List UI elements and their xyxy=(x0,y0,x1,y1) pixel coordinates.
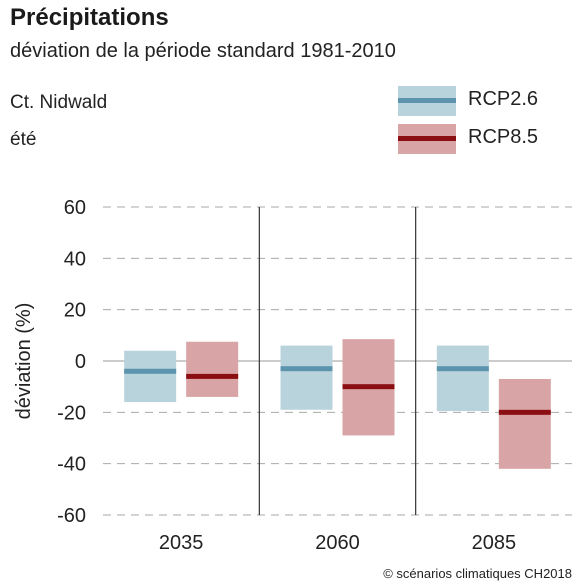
range-box-rcp26 xyxy=(280,345,333,410)
median-line-rcp85 xyxy=(498,409,551,415)
median-line-rcp26 xyxy=(280,366,333,372)
median-line-rcp85 xyxy=(342,384,395,390)
x-tick-label: 2035 xyxy=(159,532,204,554)
median-line-rcp26 xyxy=(124,368,177,374)
y-tick-label: 40 xyxy=(64,248,86,270)
y-tick-label: 20 xyxy=(64,300,86,322)
region-label: Ct. Nidwald xyxy=(10,92,108,113)
range-box-rcp85 xyxy=(498,378,551,469)
y-tick-label: -20 xyxy=(57,402,86,424)
y-tick-label: -60 xyxy=(57,505,86,527)
range-box-rcp85 xyxy=(186,341,239,397)
range-box-rcp26 xyxy=(124,350,177,403)
x-tick-label: 2060 xyxy=(315,532,360,554)
legend-label-rcp85: RCP8.5 xyxy=(468,126,539,148)
legend-median-rcp26 xyxy=(398,98,456,103)
range-box-rcp26 xyxy=(436,345,489,412)
median-line-rcp85 xyxy=(186,373,239,379)
legend-label-rcp26: RCP2.6 xyxy=(468,88,539,110)
y-tick-label: -40 xyxy=(57,454,86,476)
chart-subtitle: déviation de la période standard 1981-20… xyxy=(10,40,396,62)
x-tick-label: 2085 xyxy=(472,532,517,554)
y-tick-label: 60 xyxy=(64,197,86,219)
legend-swatch-rcp26 xyxy=(398,86,456,116)
y-axis-label: déviation (%) xyxy=(13,303,35,420)
legend-median-rcp85 xyxy=(398,136,456,141)
y-tick-label: 0 xyxy=(75,351,86,373)
legend-swatch-rcp85 xyxy=(398,124,456,154)
copyright-notice: © scénarios climatiques CH2018 xyxy=(383,566,572,581)
season-label: été xyxy=(10,129,37,150)
chart-title: Précipitations xyxy=(10,4,169,31)
median-line-rcp26 xyxy=(436,366,489,372)
